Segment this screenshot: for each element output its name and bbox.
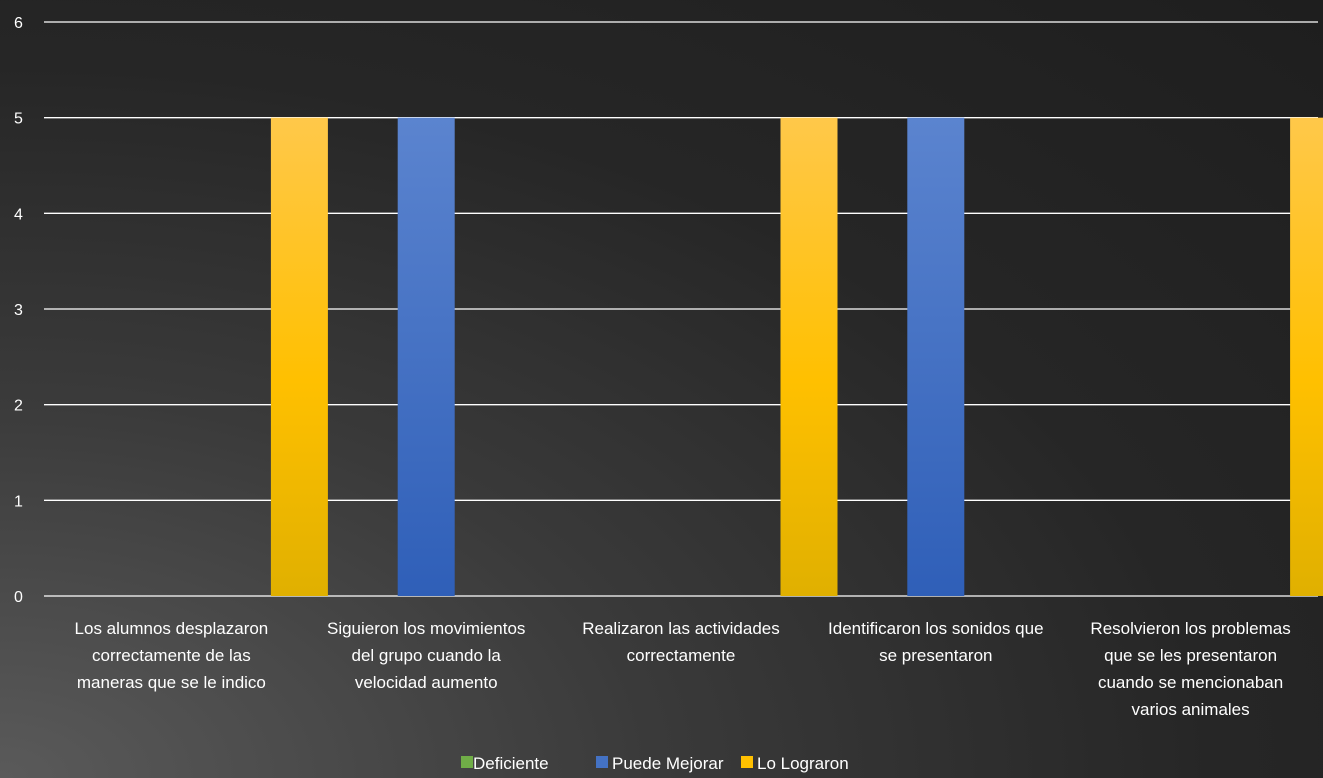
y-tick-label: 4 [14, 206, 23, 223]
bar-lo-lograron [1290, 117, 1323, 597]
category-labels: Los alumnos desplazaron correctamente de … [75, 619, 1291, 719]
y-axis-ticks: 0 1 2 3 4 5 6 [14, 15, 23, 606]
bar-lo-lograron [270, 117, 328, 597]
y-tick-label: 0 [14, 589, 23, 606]
y-tick-label: 5 [14, 111, 23, 128]
bars [270, 117, 1323, 597]
legend-swatch [596, 756, 608, 768]
category-label: Identificaron los sonidos que se presenta… [828, 619, 1043, 665]
legend-label: Deficiente [473, 754, 549, 773]
y-tick-label: 1 [14, 493, 23, 510]
category-label: Los alumnos desplazaron correctamente de … [75, 619, 269, 692]
category-label: Realizaron las actividades correctamente [582, 619, 780, 665]
legend-label: Puede Mejorar [612, 754, 724, 773]
legend-swatch [461, 756, 473, 768]
bar-puede-mejorar [907, 117, 965, 597]
category-label: Siguieron los movimientos del grupo cuand… [327, 619, 525, 692]
bar-puede-mejorar [397, 117, 455, 597]
category-label: Resolvieron los problemas que se les pres… [1090, 619, 1290, 719]
legend-label: Lo Lograron [757, 754, 849, 773]
legend: Deficiente Puede Mejorar Lo Lograron [461, 754, 849, 773]
bar-lo-lograron [780, 117, 838, 597]
gridlines [44, 21, 1318, 597]
legend-swatch [741, 756, 753, 768]
y-tick-label: 2 [14, 398, 23, 415]
y-tick-label: 3 [14, 302, 23, 319]
y-tick-label: 6 [14, 15, 23, 32]
